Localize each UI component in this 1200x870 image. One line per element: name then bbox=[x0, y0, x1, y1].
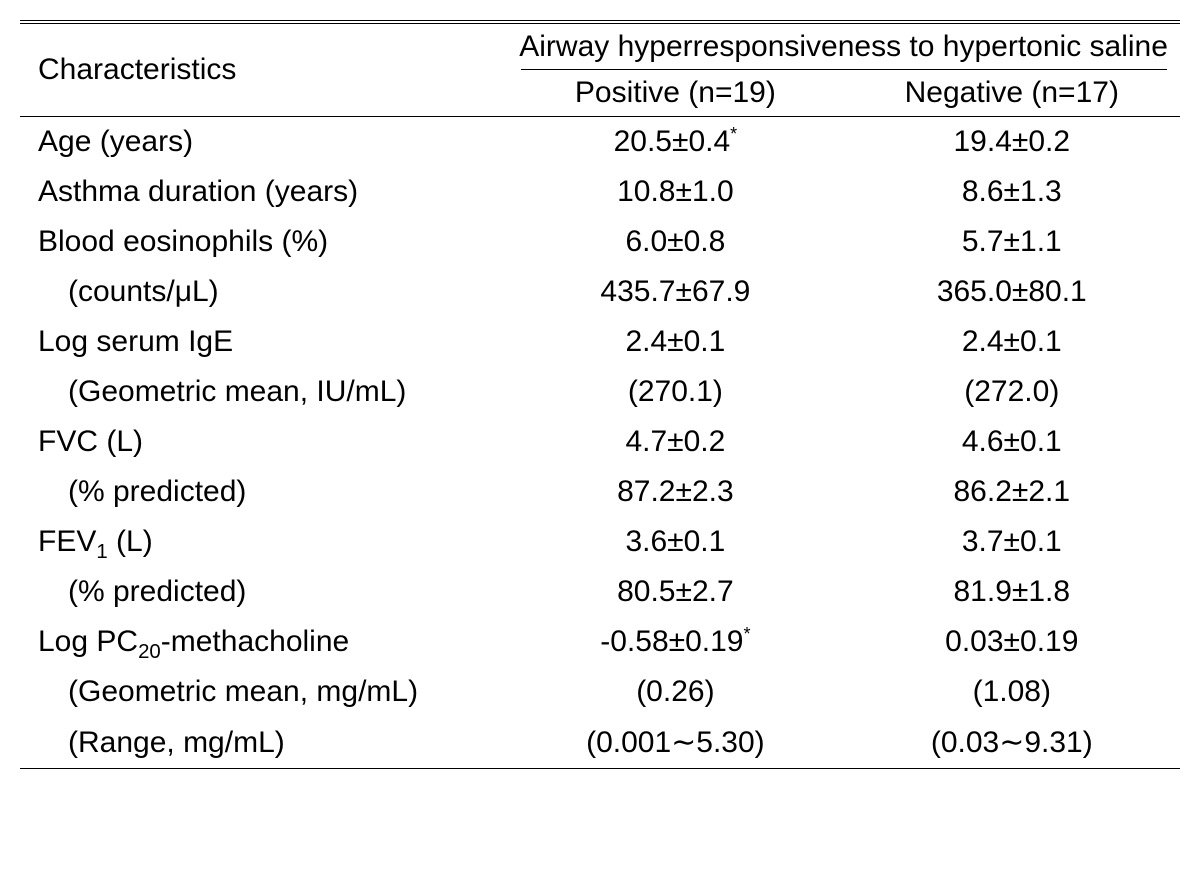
row-positive-value: 20.5±0.4* bbox=[507, 117, 843, 168]
row-negative-value: 4.6±0.1 bbox=[844, 417, 1180, 467]
row-negative-value: 0.03±0.19 bbox=[844, 617, 1180, 667]
table-row: (Geometric mean, IU/mL)(270.1)(272.0) bbox=[20, 367, 1180, 417]
table-row: FVC (L)4.7±0.24.6±0.1 bbox=[20, 417, 1180, 467]
table-row: Age (years)20.5±0.4*19.4±0.2 bbox=[20, 117, 1180, 168]
table-row: (Range, mg/mL)(0.001∼5.30)(0.03∼9.31) bbox=[20, 717, 1180, 769]
row-positive-value: (0.001∼5.30) bbox=[507, 717, 843, 769]
row-positive-value: -0.58±0.19* bbox=[507, 617, 843, 667]
row-negative-value: 81.9±1.8 bbox=[844, 567, 1180, 617]
row-positive-value: (270.1) bbox=[507, 367, 843, 417]
table-body: Age (years)20.5±0.4*19.4±0.2Asthma durat… bbox=[20, 117, 1180, 769]
row-positive-value: (0.26) bbox=[507, 667, 843, 717]
row-label: (% predicted) bbox=[20, 567, 507, 617]
row-label: (Range, mg/mL) bbox=[20, 717, 507, 769]
row-negative-value: (272.0) bbox=[844, 367, 1180, 417]
row-label: (Geometric mean, IU/mL) bbox=[20, 367, 507, 417]
row-negative-value: 19.4±0.2 bbox=[844, 117, 1180, 168]
row-label: (Geometric mean, mg/mL) bbox=[20, 667, 507, 717]
table-row: (counts/μL)435.7±67.9365.0±80.1 bbox=[20, 267, 1180, 317]
row-negative-value: 86.2±2.1 bbox=[844, 467, 1180, 517]
header-characteristics: Characteristics bbox=[20, 22, 507, 117]
row-positive-value: 6.0±0.8 bbox=[507, 217, 843, 267]
row-label: Log PC20-methacholine bbox=[20, 617, 507, 667]
table-row: Log serum IgE2.4±0.12.4±0.1 bbox=[20, 317, 1180, 367]
row-negative-value: 5.7±1.1 bbox=[844, 217, 1180, 267]
row-positive-value: 435.7±67.9 bbox=[507, 267, 843, 317]
row-negative-value: 365.0±80.1 bbox=[844, 267, 1180, 317]
row-label: Log serum IgE bbox=[20, 317, 507, 367]
row-positive-value: 4.7±0.2 bbox=[507, 417, 843, 467]
row-label: Asthma duration (years) bbox=[20, 167, 507, 217]
row-positive-value: 80.5±2.7 bbox=[507, 567, 843, 617]
row-label: FEV1 (L) bbox=[20, 517, 507, 567]
characteristics-table: Characteristics Airway hyperresponsivene… bbox=[20, 20, 1180, 769]
table-row: Blood eosinophils (%)6.0±0.85.7±1.1 bbox=[20, 217, 1180, 267]
header-positive: Positive (n=19) bbox=[507, 70, 843, 117]
row-label: Blood eosinophils (%) bbox=[20, 217, 507, 267]
table-row: FEV1 (L)3.6±0.13.7±0.1 bbox=[20, 517, 1180, 567]
row-positive-value: 10.8±1.0 bbox=[507, 167, 843, 217]
row-positive-value: 87.2±2.3 bbox=[507, 467, 843, 517]
header-group-title: Airway hyperresponsiveness to hypertonic… bbox=[507, 22, 1180, 70]
row-positive-value: 3.6±0.1 bbox=[507, 517, 843, 567]
row-negative-value: (1.08) bbox=[844, 667, 1180, 717]
header-negative: Negative (n=17) bbox=[844, 70, 1180, 117]
row-label: FVC (L) bbox=[20, 417, 507, 467]
row-negative-value: 2.4±0.1 bbox=[844, 317, 1180, 367]
row-positive-value: 2.4±0.1 bbox=[507, 317, 843, 367]
table-row: (Geometric mean, mg/mL)(0.26)(1.08) bbox=[20, 667, 1180, 717]
table-row: (% predicted)80.5±2.781.9±1.8 bbox=[20, 567, 1180, 617]
table-row: Log PC20-methacholine-0.58±0.19*0.03±0.1… bbox=[20, 617, 1180, 667]
row-negative-value: 3.7±0.1 bbox=[844, 517, 1180, 567]
row-label: (counts/μL) bbox=[20, 267, 507, 317]
row-negative-value: 8.6±1.3 bbox=[844, 167, 1180, 217]
row-negative-value: (0.03∼9.31) bbox=[844, 717, 1180, 769]
table-row: Asthma duration (years)10.8±1.08.6±1.3 bbox=[20, 167, 1180, 217]
row-label: Age (years) bbox=[20, 117, 507, 168]
table-row: (% predicted)87.2±2.386.2±2.1 bbox=[20, 467, 1180, 517]
row-label: (% predicted) bbox=[20, 467, 507, 517]
